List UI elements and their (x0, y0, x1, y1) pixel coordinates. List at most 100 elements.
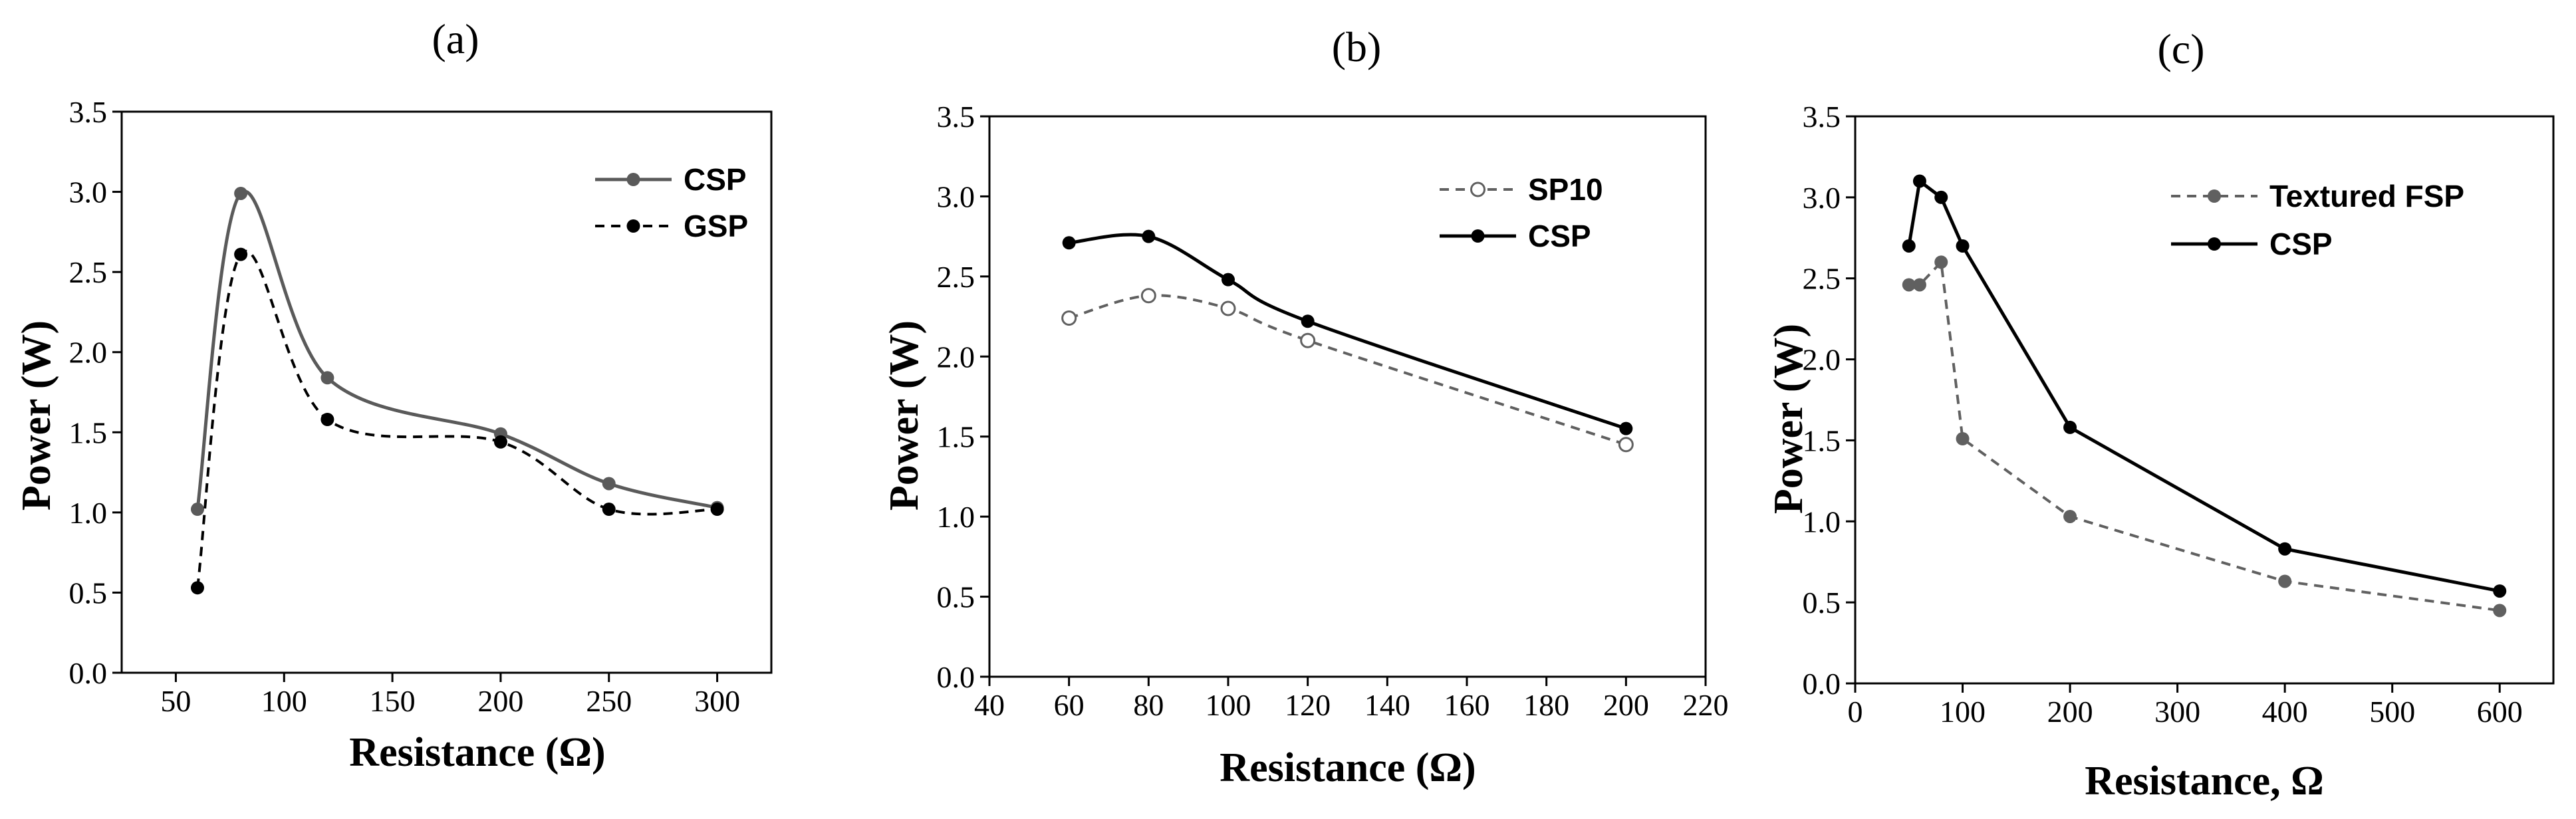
chart-panel-c: (c) Resistance, Ω Power (W) 0 100 200 300 40… (1766, 25, 2555, 804)
data-point (1061, 310, 1077, 326)
legend-marker (626, 219, 640, 233)
x-axis-title-c: Resistance, Ω (2085, 759, 2324, 804)
data-point (1902, 239, 1916, 253)
y-tick-label: 3.5 (69, 95, 108, 129)
x-tick-label: 400 (2262, 695, 2308, 729)
x-tick-label: 0 (1848, 695, 1863, 729)
data-point (190, 503, 204, 517)
plot-frame (1854, 115, 2555, 685)
legend-label: CSP (684, 162, 747, 197)
x-tick-label: 150 (370, 684, 416, 718)
data-point (602, 503, 616, 517)
legend-marker (1470, 181, 1485, 197)
y-tick-label: 3.0 (69, 176, 108, 209)
x-tick-label: 140 (1364, 688, 1410, 722)
y-tick-label: 2.5 (1803, 262, 1841, 296)
data-point (493, 435, 507, 449)
series-line-sp10 (1069, 294, 1626, 446)
y-tick-label: 3.5 (937, 100, 975, 134)
y-tick-label: 2.0 (1803, 343, 1841, 377)
y-tick-label: 0.5 (69, 576, 108, 610)
legend-label: SP10 (1528, 172, 1603, 207)
x-tick-label: 180 (1523, 688, 1569, 722)
legend-marker (2208, 189, 2221, 203)
x-tick-label: 250 (586, 684, 632, 718)
x-tick-label: 160 (1444, 688, 1490, 722)
plot-frame (988, 115, 1707, 678)
data-point (1301, 314, 1315, 328)
x-tick-label: 300 (2154, 695, 2200, 729)
x-tick-label: 100 (261, 684, 307, 718)
x-tick-label: 100 (1940, 695, 1986, 729)
data-point (1934, 255, 1948, 269)
y-tick-label: 0.0 (69, 656, 108, 690)
data-point (1222, 273, 1235, 287)
legend-label: CSP (2269, 227, 2333, 261)
data-point (2063, 509, 2077, 523)
panel-label-b: (b) (1332, 23, 1382, 70)
plot-area-a: 50 100 150 200 250 300 0.0 0.5 1.0 1.5 2.0 2.5 3.0 3.… (69, 95, 773, 718)
plot-frame (120, 110, 773, 674)
panel-label-c: (c) (2157, 25, 2204, 72)
data-point (1062, 236, 1076, 250)
data-point (1619, 421, 1633, 435)
y-tick-label: 1.5 (937, 420, 975, 454)
y-tick-label: 2.0 (937, 340, 975, 374)
legend-marker (2208, 237, 2221, 251)
series-line-textured-fsp (1908, 259, 2500, 612)
y-axis-title-b: Power (W) (882, 320, 927, 511)
data-point (321, 371, 334, 385)
y-tick-label: 0.5 (937, 580, 975, 614)
y-tick-label: 1.0 (937, 500, 975, 534)
data-point (2278, 542, 2292, 556)
series-line-csp (195, 189, 718, 510)
data-point (1220, 300, 1236, 316)
data-point (2493, 584, 2507, 598)
data-point (1912, 174, 1926, 188)
data-point (234, 186, 248, 200)
y-tick-label: 0.0 (1803, 667, 1841, 701)
x-tick-label: 50 (160, 684, 191, 718)
y-tick-label: 2.0 (69, 336, 108, 370)
y-tick-label: 3.0 (1803, 181, 1841, 215)
x-tick-label: 40 (974, 688, 1005, 722)
legend-label: CSP (1528, 219, 1591, 253)
panel-label-a: (a) (432, 15, 479, 62)
series-line-gsp (195, 250, 717, 588)
data-point (1300, 332, 1316, 348)
data-point (1142, 229, 1156, 243)
x-tick-label: 220 (1683, 688, 1729, 722)
x-tick-label: 100 (1206, 688, 1251, 722)
x-tick-label: 200 (2047, 695, 2093, 729)
legend-marker (1471, 229, 1485, 243)
y-tick-label: 0.0 (937, 660, 975, 694)
data-point (1140, 288, 1156, 304)
y-tick-label: 1.0 (1803, 505, 1841, 538)
data-point (2063, 420, 2077, 434)
legend-label: GSP (684, 209, 748, 243)
x-tick-label: 300 (694, 684, 740, 718)
data-point (602, 477, 616, 491)
y-tick-label: 2.5 (69, 255, 108, 289)
data-point (1902, 278, 1916, 292)
x-tick-label: 80 (1133, 688, 1164, 722)
x-tick-label: 120 (1285, 688, 1331, 722)
y-tick-label: 3.5 (1803, 100, 1841, 134)
x-tick-label: 200 (1603, 688, 1649, 722)
data-point (1912, 278, 1926, 292)
y-tick-label: 1.5 (69, 415, 108, 449)
series-line-csp (1069, 233, 1627, 431)
x-tick-label: 60 (1054, 688, 1085, 722)
data-point (321, 412, 334, 426)
x-tick-label: 600 (2477, 695, 2523, 729)
y-tick-label: 3.0 (937, 179, 975, 213)
chart-panel-b: (b) Resistance (Ω) Power (W) 40 60 80 100 12… (882, 23, 1729, 790)
y-tick-label: 1.5 (1803, 423, 1841, 457)
data-point (1956, 239, 1970, 253)
x-axis-title-b: Resistance (Ω) (1220, 745, 1476, 790)
data-point (1618, 437, 1634, 453)
x-tick-label: 500 (2369, 695, 2415, 729)
y-tick-label: 0.5 (1803, 586, 1841, 620)
data-point (2493, 604, 2507, 618)
